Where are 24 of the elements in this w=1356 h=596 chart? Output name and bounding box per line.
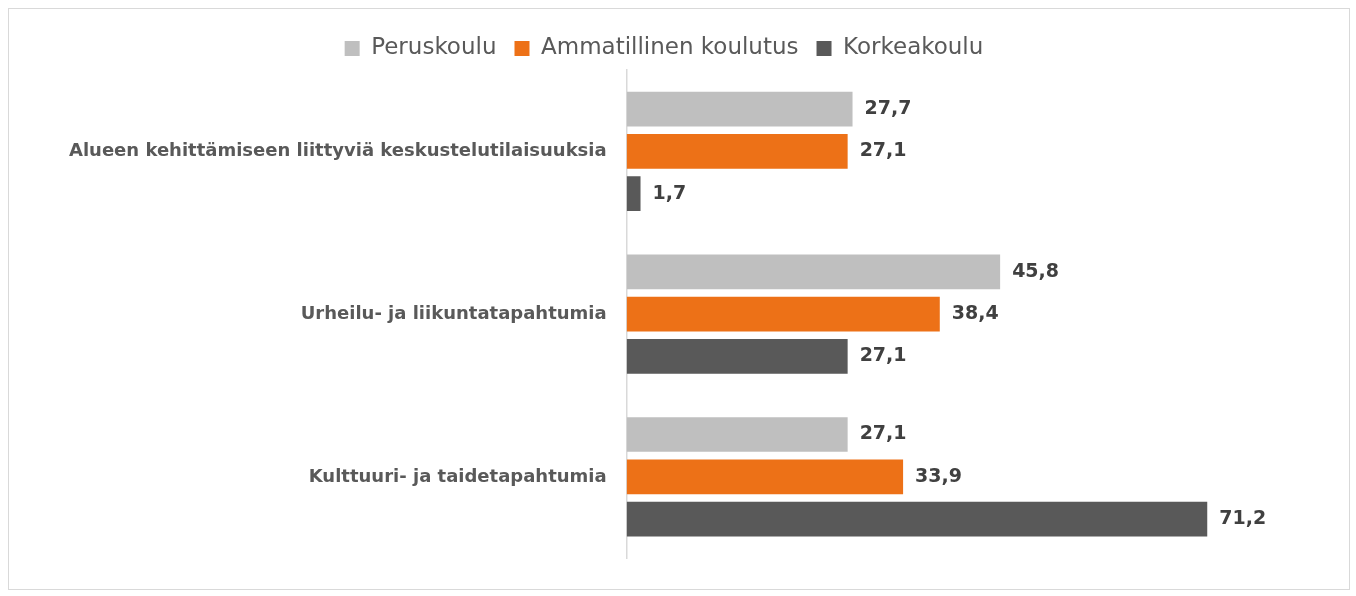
bar bbox=[626, 296, 940, 332]
y-tick-label: Urheilu- ja liikuntatapahtumia bbox=[300, 301, 607, 323]
data-label: 27,1 bbox=[859, 138, 907, 161]
bar bbox=[626, 417, 848, 452]
y-tick-label: Alueen kehittämiseen liittyviä keskustelutilaisuuksia bbox=[68, 139, 607, 161]
bar bbox=[626, 134, 848, 169]
bar bbox=[626, 501, 1208, 537]
data-label: 71,2 bbox=[1219, 506, 1267, 529]
bar bbox=[626, 339, 848, 374]
data-label: 27,1 bbox=[859, 421, 907, 444]
data-label: 38,4 bbox=[951, 301, 999, 324]
bar bbox=[626, 91, 853, 127]
data-label: 1,7 bbox=[652, 180, 687, 203]
legend-label: Korkeakoulu bbox=[843, 33, 984, 60]
legend-label: Ammatillinen koulutus bbox=[540, 33, 799, 60]
bar bbox=[626, 459, 904, 495]
legend-label: Peruskoulu bbox=[371, 33, 497, 60]
bar bbox=[626, 176, 641, 212]
data-label: 33,9 bbox=[915, 463, 962, 486]
data-label: 45,8 bbox=[1012, 258, 1060, 281]
bar bbox=[626, 254, 1001, 290]
data-label: 27,7 bbox=[864, 95, 912, 118]
data-label: 27,1 bbox=[859, 343, 907, 366]
y-tick-label: Kulttuuri- ja taidetapahtumia bbox=[308, 464, 607, 486]
